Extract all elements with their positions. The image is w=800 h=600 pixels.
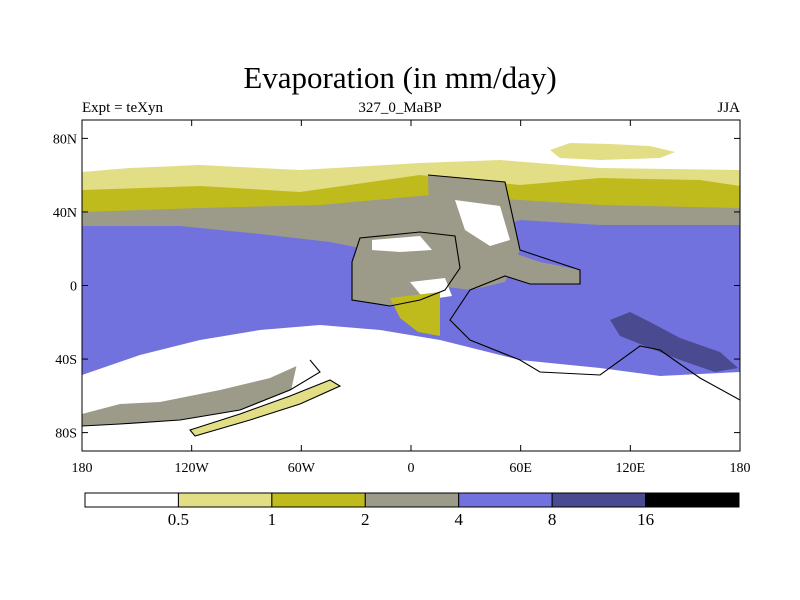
colorbar-swatch xyxy=(271,492,366,508)
coastline-south xyxy=(189,379,342,437)
coastline-west xyxy=(351,231,461,307)
coastline-central xyxy=(427,174,740,401)
colorbar-label: 1 xyxy=(268,510,277,529)
field-southern-white xyxy=(82,336,740,451)
lon-tick-label: 60W xyxy=(288,461,316,476)
field-southern-light-strip xyxy=(190,380,340,436)
field-land-white-1 xyxy=(372,236,432,252)
lon-tick-label: 0 xyxy=(408,461,415,476)
experiment-label: Expt = teXyn xyxy=(82,100,163,116)
coastline xyxy=(82,174,740,437)
colorbar-label: 4 xyxy=(454,510,463,529)
colorbar-label: 16 xyxy=(637,510,654,529)
latitude-axis: 80N 40N 0 40S 80S xyxy=(53,132,740,442)
colorbar-swatch xyxy=(551,492,647,508)
map-title: Evaporation (in mm/day) xyxy=(243,60,557,95)
field-eastern-strip-grey xyxy=(505,250,580,284)
lon-tick-label: 120W xyxy=(175,461,210,476)
colorbar-swatch xyxy=(645,492,740,508)
field-arctic-patch xyxy=(550,143,675,160)
lat-tick-label: 40N xyxy=(53,206,77,221)
colorbar-swatch xyxy=(458,492,553,508)
evaporation-field xyxy=(82,120,740,451)
lat-tick-label: 40S xyxy=(55,353,77,368)
colorbar-swatch xyxy=(364,492,460,508)
colorbar-label: 2 xyxy=(361,510,370,529)
field-southern-grey-ribbon xyxy=(82,360,320,426)
period-label: 327_0_MaBP xyxy=(358,100,442,116)
lat-tick-label: 80S xyxy=(55,427,77,442)
coastline-southwest xyxy=(82,359,321,427)
lon-tick-label: 60E xyxy=(509,461,532,476)
field-land-white-2 xyxy=(455,200,510,246)
field-dark-blue-pocket xyxy=(610,312,738,372)
lon-tick-label: 180 xyxy=(72,461,93,476)
colorbar: 0.5 1 2 4 8 16 xyxy=(84,492,740,529)
lon-tick-label: 120E xyxy=(616,461,646,476)
season-label: JJA xyxy=(717,100,740,116)
lat-tick-label: 0 xyxy=(70,280,77,295)
colorbar-swatch xyxy=(84,492,179,508)
colorbar-label: 8 xyxy=(548,510,557,529)
lon-tick-label: 180 xyxy=(730,461,751,476)
colorbar-label: 0.5 xyxy=(168,510,189,529)
lat-tick-label: 80N xyxy=(53,132,77,147)
colorbar-swatch xyxy=(177,492,273,508)
longitude-axis: 180 120W 60W 0 60E 120E 180 xyxy=(72,120,751,476)
